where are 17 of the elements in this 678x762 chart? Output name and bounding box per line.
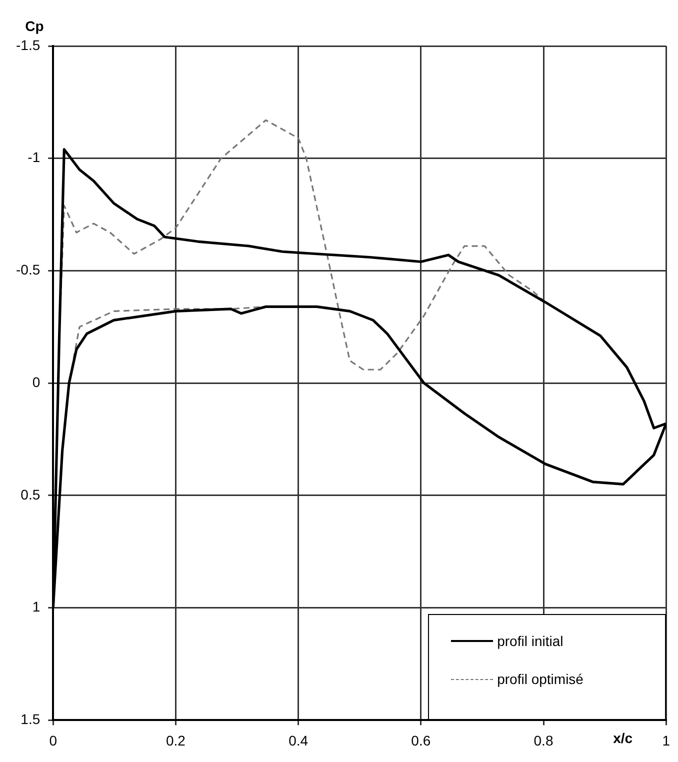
x-tick-label: 0 xyxy=(49,732,58,748)
x-tick-label: 0.8 xyxy=(534,732,554,748)
y-tick-label: 0 xyxy=(32,374,40,390)
x-tick-label: 0.2 xyxy=(166,732,186,748)
x-tick-label: 0.4 xyxy=(288,732,308,748)
x-axis-title: x/c xyxy=(613,730,633,746)
y-tick-label: 1 xyxy=(32,598,40,615)
legend-label: profil optimisé xyxy=(497,671,584,688)
y-axis-title: Cp xyxy=(25,18,44,34)
x-tick-label: 1 xyxy=(662,732,670,748)
x-tick-label: 0.6 xyxy=(411,732,431,748)
legend-label: profil initial xyxy=(497,633,564,650)
y-tick-label: -0.5 xyxy=(16,262,40,278)
y-tick-label: 0.5 xyxy=(20,486,40,502)
y-tick-label: -1 xyxy=(28,149,40,166)
y-tick-label: 1.5 xyxy=(20,711,40,728)
y-tick-label: -1.5 xyxy=(16,36,40,53)
